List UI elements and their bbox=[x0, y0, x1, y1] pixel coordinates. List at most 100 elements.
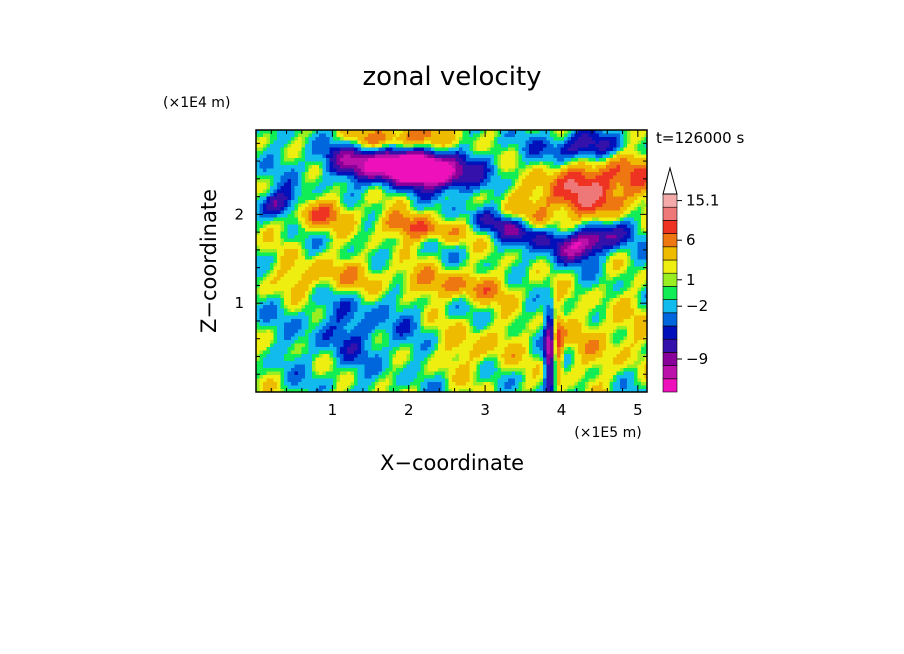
field-cell bbox=[546, 175, 551, 180]
field-cell bbox=[536, 221, 540, 225]
field-cell bbox=[518, 168, 523, 173]
field-cell bbox=[504, 256, 509, 260]
field-cell bbox=[452, 284, 456, 288]
field-cell bbox=[553, 144, 558, 148]
field-cell bbox=[634, 210, 638, 215]
field-cell bbox=[585, 273, 589, 278]
field-cell bbox=[326, 221, 330, 225]
field-cell bbox=[595, 266, 600, 271]
field-cell bbox=[291, 137, 295, 141]
field-cell bbox=[326, 165, 330, 169]
field-cell bbox=[515, 140, 519, 145]
field-cell bbox=[571, 186, 575, 190]
field-cell bbox=[522, 140, 526, 145]
field-cell bbox=[539, 256, 544, 260]
field-cell bbox=[312, 165, 316, 169]
field-cell bbox=[399, 175, 404, 180]
field-cell bbox=[616, 224, 621, 229]
field-cell bbox=[284, 259, 288, 264]
field-cell bbox=[557, 277, 561, 281]
field-cell bbox=[497, 151, 502, 155]
field-cell bbox=[508, 235, 512, 239]
field-cell bbox=[371, 151, 376, 155]
field-cell bbox=[256, 228, 260, 232]
field-cell bbox=[431, 273, 435, 278]
field-cell bbox=[462, 263, 467, 267]
field-cell bbox=[340, 217, 344, 222]
field-cell bbox=[424, 179, 428, 183]
field-cell bbox=[424, 130, 428, 134]
field-cell bbox=[396, 214, 400, 218]
field-cell bbox=[301, 189, 306, 194]
field-cell bbox=[403, 221, 407, 225]
field-cell bbox=[627, 231, 631, 236]
field-cell bbox=[354, 186, 358, 190]
field-cell bbox=[567, 137, 572, 141]
field-cell bbox=[350, 217, 355, 222]
field-cell bbox=[263, 270, 267, 274]
field-cell bbox=[399, 151, 404, 155]
field-cell bbox=[613, 158, 617, 162]
field-cell bbox=[557, 193, 561, 197]
field-cell bbox=[406, 140, 411, 145]
field-cell bbox=[284, 186, 288, 190]
field-cell bbox=[420, 263, 425, 267]
field-cell bbox=[445, 189, 449, 194]
field-cell bbox=[522, 161, 526, 166]
field-cell bbox=[620, 168, 624, 173]
field-cell bbox=[399, 193, 404, 197]
field-cell bbox=[280, 203, 285, 208]
field-cell bbox=[585, 259, 589, 264]
field-cell bbox=[385, 266, 390, 271]
field-cell bbox=[466, 210, 470, 215]
field-cell bbox=[375, 186, 379, 190]
field-cell bbox=[623, 252, 628, 257]
field-cell bbox=[382, 284, 386, 288]
field-cell bbox=[392, 144, 397, 148]
field-cell bbox=[620, 189, 624, 194]
field-cell bbox=[256, 207, 260, 211]
field-cell bbox=[616, 193, 621, 197]
field-cell bbox=[539, 165, 544, 169]
field-cell bbox=[417, 158, 421, 162]
field-cell bbox=[378, 151, 383, 155]
field-cell bbox=[441, 280, 446, 285]
field-cell bbox=[263, 130, 267, 134]
field-cell bbox=[291, 165, 295, 169]
field-cell bbox=[480, 165, 484, 169]
field-cell bbox=[497, 172, 502, 176]
field-cell bbox=[441, 277, 446, 281]
field-cell bbox=[308, 224, 313, 229]
field-cell bbox=[403, 154, 407, 159]
field-cell bbox=[536, 158, 540, 162]
field-cell bbox=[578, 151, 582, 155]
field-cell bbox=[322, 224, 327, 229]
field-cell bbox=[560, 277, 565, 281]
field-cell bbox=[424, 256, 428, 260]
field-cell bbox=[329, 158, 334, 162]
field-cell bbox=[487, 158, 491, 162]
field-cell bbox=[515, 266, 519, 271]
field-cell bbox=[490, 154, 495, 159]
field-cell bbox=[343, 277, 348, 281]
field-cell bbox=[347, 242, 351, 246]
field-cell bbox=[294, 228, 299, 232]
field-cell bbox=[403, 151, 407, 155]
field-cell bbox=[354, 203, 358, 208]
field-cell bbox=[347, 214, 351, 218]
field-cell bbox=[445, 273, 449, 278]
field-cell bbox=[256, 140, 260, 145]
field-cell bbox=[560, 207, 565, 211]
field-cell bbox=[298, 151, 302, 155]
field-cell bbox=[266, 249, 271, 253]
field-cell bbox=[536, 277, 540, 281]
field-cell bbox=[466, 224, 470, 229]
field-cell bbox=[308, 133, 313, 138]
field-cell bbox=[497, 249, 502, 253]
field-cell bbox=[347, 256, 351, 260]
field-cell bbox=[483, 210, 488, 215]
field-cell bbox=[525, 207, 530, 211]
field-cell bbox=[399, 224, 404, 229]
field-cell bbox=[308, 151, 313, 155]
field-cell bbox=[417, 214, 421, 218]
